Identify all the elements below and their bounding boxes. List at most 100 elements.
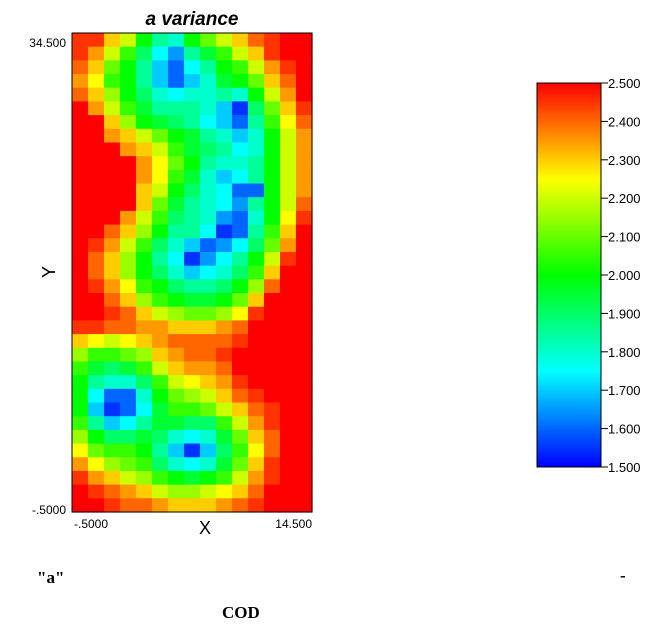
heatmap-cell (296, 46, 313, 61)
heatmap-cell (232, 238, 249, 253)
heatmap-cell (296, 101, 313, 116)
heatmap-cell (88, 60, 105, 75)
heatmap-cell (104, 74, 121, 89)
heatmap-cell (168, 429, 185, 445)
heatmap-cell (200, 320, 217, 335)
heatmap-cell (248, 443, 265, 458)
heatmap-cell (88, 156, 105, 171)
heatmap-cell (248, 128, 265, 144)
heatmap-cell (88, 375, 105, 390)
heatmap-cell (216, 388, 233, 404)
heatmap-cell (136, 251, 153, 267)
heatmap-cell (104, 169, 121, 185)
heatmap-cell (152, 498, 169, 513)
plot-title: a variance (146, 9, 239, 30)
heatmap-cell (88, 224, 105, 239)
heatmap-cell (152, 443, 169, 458)
heatmap-cell (200, 375, 217, 390)
heatmap-cell (88, 484, 105, 499)
heatmap-cell (248, 498, 265, 513)
heatmap-cell (232, 169, 249, 185)
heatmap-cell (216, 279, 233, 294)
heatmap-cell (232, 156, 249, 171)
heatmap-cell (280, 183, 297, 198)
heatmap-cell (296, 224, 313, 239)
colorbar-tick-label: 2.300 (608, 153, 641, 168)
heatmap-cell (104, 320, 121, 335)
heatmap-cell (296, 470, 313, 486)
heatmap-cell (72, 334, 89, 349)
heatmap-cell (152, 347, 169, 363)
heatmap-cell (264, 265, 281, 280)
heatmap-cell (216, 470, 233, 486)
heatmap-cell (200, 470, 217, 486)
heatmap-cell (120, 402, 137, 417)
heatmap-cell (120, 320, 137, 335)
heatmap-cell (200, 33, 217, 48)
heatmap-cell (184, 416, 201, 431)
heatmap-cell (248, 375, 265, 390)
heatmap-cell (104, 279, 121, 294)
heatmap-cell (72, 128, 89, 144)
heatmap-cell (264, 375, 281, 390)
heatmap-cell (88, 142, 105, 157)
heatmap-cell (200, 429, 217, 445)
heatmap-cell (296, 375, 313, 390)
heatmap-cell (152, 169, 169, 185)
heatmap-cell (200, 156, 217, 171)
plot-frame (71, 32, 313, 513)
heatmap-cell (72, 470, 89, 486)
heatmap-cell (104, 251, 121, 267)
heatmap-cell (152, 183, 169, 198)
heatmap-cell (136, 320, 153, 335)
heatmap-cell (88, 183, 105, 198)
heatmap-cell (216, 183, 233, 198)
heatmap-cell (168, 128, 185, 144)
heatmap-cell (184, 334, 201, 349)
heatmap-cell (200, 142, 217, 157)
heatmap-cell (152, 306, 169, 321)
heatmap-cell (184, 470, 201, 486)
heatmap-cell (232, 265, 249, 280)
heatmap-cell (104, 457, 121, 472)
heatmap-cell (200, 169, 217, 185)
heatmap-cell (136, 224, 153, 239)
heatmap-cell (264, 251, 281, 267)
heatmap-cell (136, 470, 153, 486)
heatmap-cell (280, 156, 297, 171)
x-tick-right: 14.500 (275, 517, 312, 531)
heatmap-cell (136, 306, 153, 321)
heatmap-cell (120, 375, 137, 390)
heatmap-cell (248, 416, 265, 431)
heatmap-cell (232, 429, 249, 445)
heatmap-cell (152, 375, 169, 390)
heatmap-cell (280, 60, 297, 75)
heatmap-cell (248, 361, 265, 376)
heatmap-cell (152, 429, 169, 445)
heatmap-cell (104, 183, 121, 198)
heatmap-cell (184, 347, 201, 363)
heatmap-cell (88, 498, 105, 513)
heatmap-cell (296, 484, 313, 499)
heatmap-cell (168, 388, 185, 404)
heatmap-cell (88, 347, 105, 363)
heatmap-cell (280, 429, 297, 445)
heatmap-cell (232, 416, 249, 431)
heatmap-cell (232, 142, 249, 157)
heatmap-cell (152, 74, 169, 89)
heatmap-cell (280, 265, 297, 280)
heatmap-cell (184, 498, 201, 513)
heatmap-cell (136, 33, 153, 48)
heatmap-cell (232, 251, 249, 267)
heatmap-cell (136, 498, 153, 513)
heatmap-cell (248, 402, 265, 417)
heatmap-cell (104, 375, 121, 390)
colorbar-tick-label: 1.700 (608, 383, 641, 398)
heatmap-cell (136, 265, 153, 280)
heatmap-cell (248, 101, 265, 116)
heatmap-cell (264, 388, 281, 404)
heatmap-cell (200, 334, 217, 349)
heatmap-cell (120, 457, 137, 472)
heatmap-cell (264, 443, 281, 458)
heatmap-cell (280, 128, 297, 144)
